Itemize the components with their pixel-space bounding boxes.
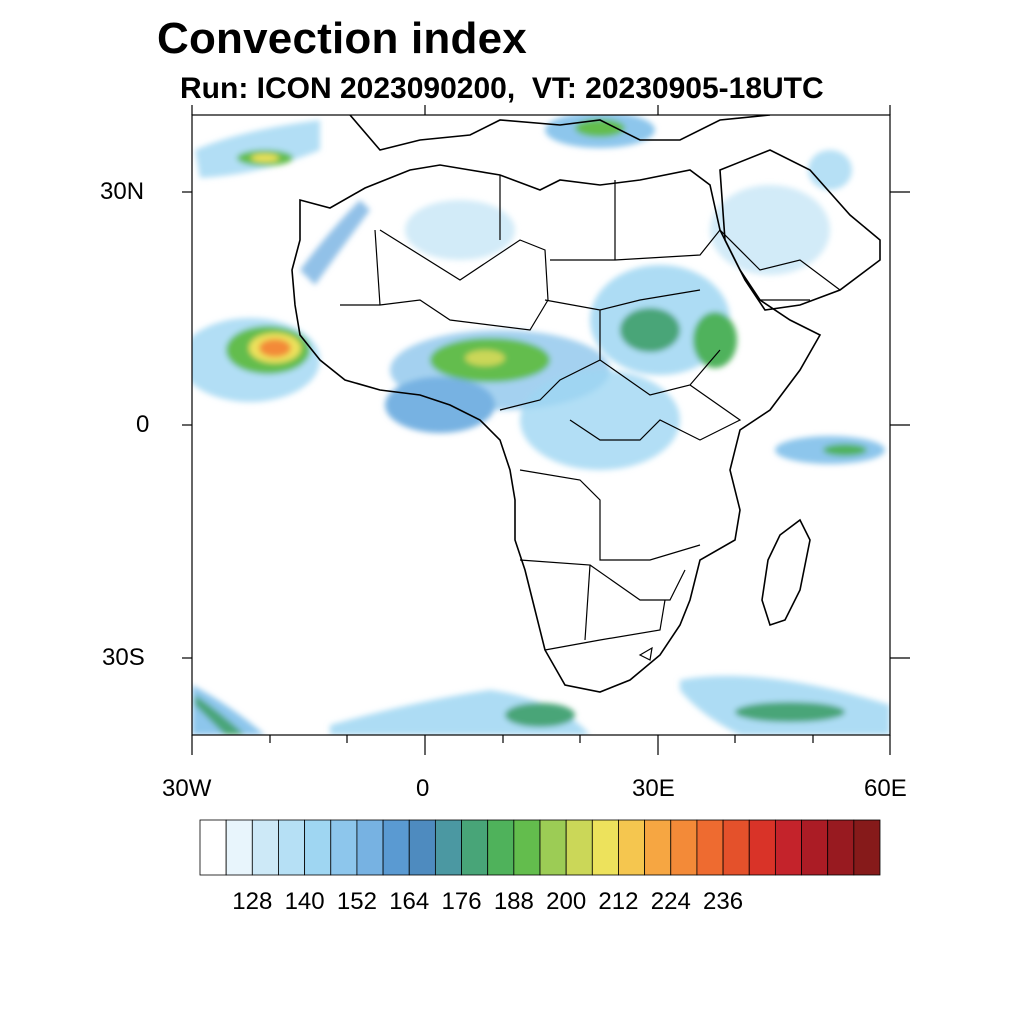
colorbar-swatch bbox=[801, 819, 829, 876]
colorbar-swatch bbox=[513, 819, 541, 876]
coastline-outlines bbox=[291, 115, 881, 693]
colorbar-swatch bbox=[251, 819, 279, 876]
colorbar-swatch bbox=[278, 819, 306, 876]
colorbar-swatch bbox=[356, 819, 384, 876]
colorbar bbox=[199, 819, 881, 876]
colorbar-label: 176 bbox=[441, 888, 482, 915]
africa-coastline bbox=[291, 164, 822, 693]
colorbar-label: 188 bbox=[493, 888, 534, 915]
lat-label-30s: 30S bbox=[102, 644, 145, 671]
colorbar-swatch bbox=[774, 819, 802, 876]
lon-label-0: 0 bbox=[416, 775, 430, 802]
colorbar-swatch bbox=[304, 819, 332, 876]
colorbar-label: 236 bbox=[703, 888, 744, 915]
colorbar-swatch bbox=[539, 819, 567, 876]
arabia-outline bbox=[719, 149, 881, 311]
colorbar-swatch bbox=[408, 819, 436, 876]
country-borders bbox=[340, 175, 841, 661]
colorbar-label: 200 bbox=[546, 888, 587, 915]
colorbar-label: 140 bbox=[284, 888, 325, 915]
colorbar-swatch bbox=[330, 819, 358, 876]
colorbar-swatch bbox=[722, 819, 750, 876]
colorbar-swatch bbox=[748, 819, 776, 876]
colorbar-swatch bbox=[487, 819, 515, 876]
colorbar-swatch bbox=[696, 819, 724, 876]
madagascar-outline bbox=[761, 518, 811, 627]
colorbar-swatch bbox=[199, 819, 227, 876]
colorbar-swatch bbox=[565, 819, 593, 876]
colorbar-label: 164 bbox=[389, 888, 430, 915]
colorbar-swatch bbox=[618, 819, 646, 876]
axis-ticks bbox=[182, 105, 910, 755]
lon-label-30e: 30E bbox=[632, 775, 675, 802]
colorbar-label: 128 bbox=[232, 888, 273, 915]
colorbar-swatch bbox=[853, 819, 881, 876]
colorbar-swatch bbox=[827, 819, 855, 876]
map-title: Convection index bbox=[157, 14, 527, 63]
colorbar-label: 152 bbox=[336, 888, 377, 915]
europe-coast bbox=[349, 115, 771, 151]
colorbar-swatch bbox=[382, 819, 410, 876]
colorbar-swatch bbox=[225, 819, 253, 876]
colorbar-swatch bbox=[591, 819, 619, 876]
colorbar-label: 224 bbox=[650, 888, 691, 915]
colorbar-label: 212 bbox=[598, 888, 639, 915]
lat-label-30n: 30N bbox=[100, 178, 145, 205]
lon-label-60e: 60E bbox=[864, 775, 907, 802]
colorbar-swatch bbox=[434, 819, 462, 876]
colorbar-swatch bbox=[670, 819, 698, 876]
map-subtitle: Run: ICON 2023090200, VT: 20230905-18UTC bbox=[180, 72, 824, 105]
colorbar-swatch bbox=[461, 819, 489, 876]
colorbar-swatch bbox=[644, 819, 672, 876]
lat-label-0: 0 bbox=[136, 411, 150, 438]
convection-field bbox=[192, 115, 890, 735]
lon-label-30w: 30W bbox=[162, 775, 212, 802]
